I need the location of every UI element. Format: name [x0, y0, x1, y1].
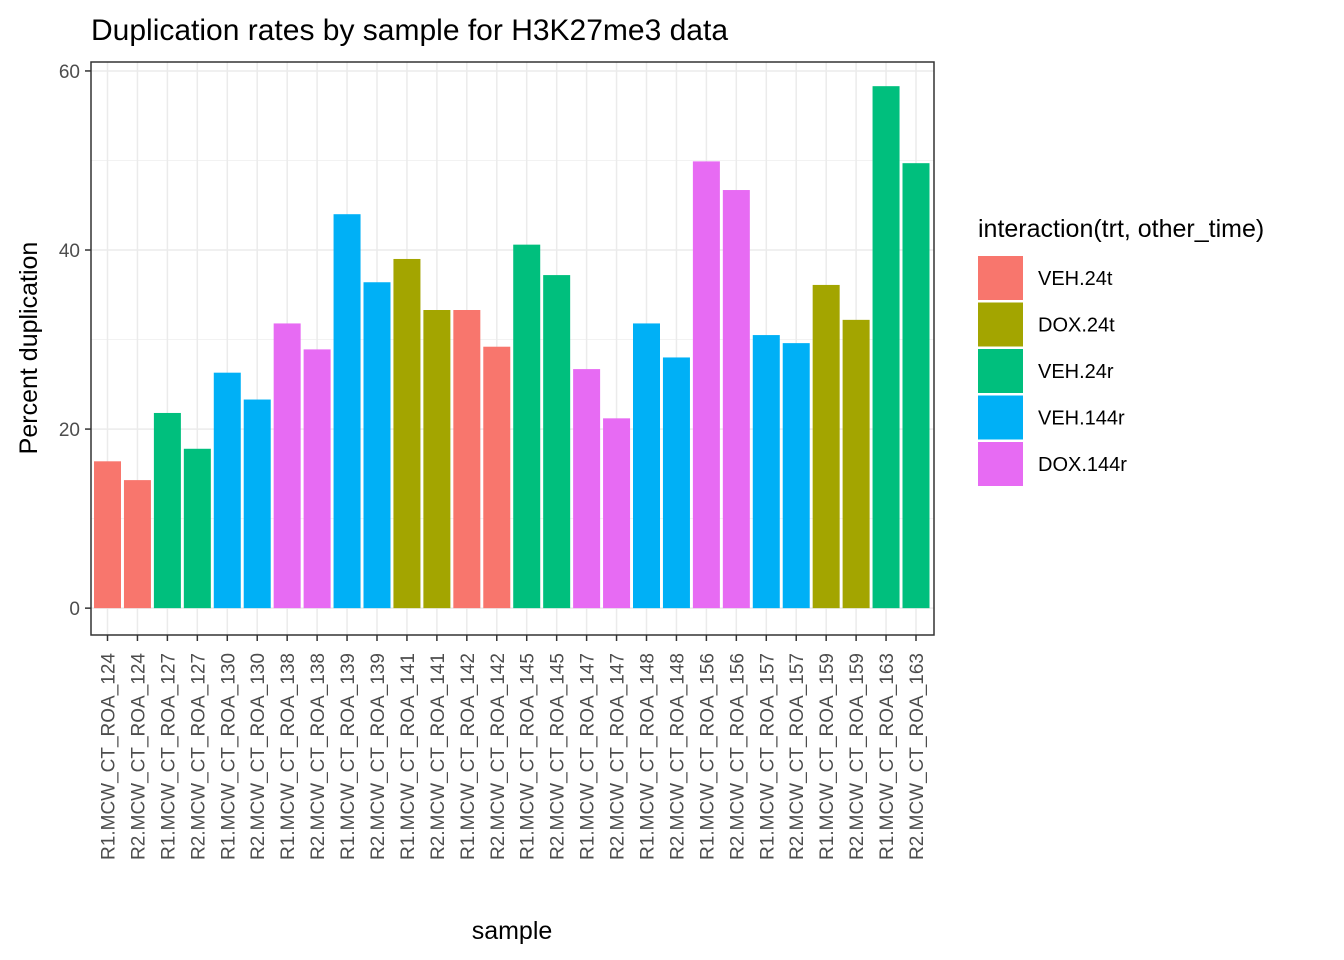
x-tick-label: R2.MCW_CT_ROA_148 [667, 653, 688, 860]
x-tick-label: R1.MCW_CT_ROA_124 [99, 653, 120, 860]
chart-title: Duplication rates by sample for H3K27me3… [91, 14, 728, 47]
x-tick-label: R1.MCW_CT_ROA_156 [697, 653, 718, 860]
bar-R1.MCW_CT_ROA_163 [872, 86, 900, 609]
bar-R2.MCW_CT_ROA_130 [243, 399, 271, 609]
legend-label: DOX.144r [1038, 454, 1127, 476]
x-tick-label: R2.MCW_CT_ROA_159 [847, 653, 868, 860]
bar-R1.MCW_CT_ROA_156 [692, 161, 720, 609]
legend-key-DOX.144r [978, 442, 1023, 486]
plot-panel-border [90, 61, 935, 636]
bar-R2.MCW_CT_ROA_148 [662, 357, 690, 609]
x-tick-label: R2.MCW_CT_ROA_138 [308, 653, 329, 860]
x-tick-label: R1.MCW_CT_ROA_157 [757, 653, 778, 860]
x-tick-label: R2.MCW_CT_ROA_163 [907, 653, 928, 860]
legend-label: DOX.24t [1038, 315, 1115, 337]
legend-label: VEH.24r [1038, 361, 1114, 383]
x-tick-label: R1.MCW_CT_ROA_159 [817, 653, 838, 860]
bar-R1.MCW_CT_ROA_147 [573, 369, 601, 609]
x-tick-label: R2.MCW_CT_ROA_130 [248, 653, 269, 860]
bar-R1.MCW_CT_ROA_127 [153, 412, 181, 609]
bar-R1.MCW_CT_ROA_141 [393, 258, 421, 609]
x-tick-label: R1.MCW_CT_ROA_145 [518, 653, 539, 860]
x-tick-label: R1.MCW_CT_ROA_139 [338, 653, 359, 860]
legend-key-VEH.24t [978, 256, 1023, 300]
bar-R2.MCW_CT_ROA_141 [423, 310, 451, 609]
bar-R1.MCW_CT_ROA_145 [513, 244, 541, 609]
bar-R2.MCW_CT_ROA_127 [183, 448, 211, 609]
legend-key-VEH.24r [978, 349, 1023, 393]
y-axis-title: Percent duplication [15, 242, 43, 455]
x-tick-label: R2.MCW_CT_ROA_157 [787, 653, 808, 860]
x-axis-title: sample [472, 917, 553, 945]
bar-R2.MCW_CT_ROA_139 [363, 282, 391, 609]
x-tick-label: R2.MCW_CT_ROA_127 [188, 653, 209, 860]
x-tick-label: R1.MCW_CT_ROA_163 [877, 653, 898, 860]
bar-R2.MCW_CT_ROA_163 [902, 163, 930, 609]
bar-R1.MCW_CT_ROA_124 [94, 461, 121, 609]
y-tick-label: 0 [69, 599, 80, 620]
bar-R1.MCW_CT_ROA_157 [752, 335, 780, 609]
legend-key-DOX.24t [978, 302, 1023, 347]
legend-label: VEH.144r [1038, 408, 1125, 430]
legend: interaction(trt, other_time) VEH.24t DOX.… [978, 215, 1264, 486]
bar-R2.MCW_CT_ROA_142 [483, 346, 511, 609]
x-tick-label: R2.MCW_CT_ROA_156 [727, 653, 748, 860]
x-tick-label: R2.MCW_CT_ROA_124 [128, 653, 149, 860]
bar-R2.MCW_CT_ROA_156 [722, 190, 750, 609]
x-axis: R1.MCW_CT_ROA_124 R2.MCW_CT_ROA_124 R1.MCW… [99, 635, 928, 860]
x-tick-label: R1.MCW_CT_ROA_138 [278, 653, 299, 860]
bar-R1.MCW_CT_ROA_130 [213, 372, 241, 609]
x-tick-label: R2.MCW_CT_ROA_145 [548, 653, 569, 860]
x-tick-label: R1.MCW_CT_ROA_141 [398, 653, 419, 860]
y-tick-label: 20 [59, 420, 80, 441]
bar-R2.MCW_CT_ROA_124 [123, 480, 151, 609]
bar-R2.MCW_CT_ROA_159 [842, 319, 870, 609]
x-tick-label: R1.MCW_CT_ROA_148 [638, 653, 659, 860]
bar-R1.MCW_CT_ROA_142 [453, 310, 481, 609]
x-tick-label: R1.MCW_CT_ROA_127 [158, 653, 179, 860]
x-tick-label: R1.MCW_CT_ROA_147 [578, 653, 599, 860]
x-tick-label: R2.MCW_CT_ROA_139 [368, 653, 389, 860]
bar-R1.MCW_CT_ROA_138 [273, 323, 301, 609]
y-tick-label: 40 [59, 241, 80, 262]
y-axis: 0 20 40 60 [59, 62, 91, 620]
bar-R1.MCW_CT_ROA_148 [633, 323, 660, 609]
x-tick-label: R2.MCW_CT_ROA_142 [488, 653, 509, 860]
bar-R2.MCW_CT_ROA_145 [543, 275, 571, 609]
bar-R2.MCW_CT_ROA_138 [303, 349, 331, 609]
bar-R2.MCW_CT_ROA_147 [603, 418, 631, 609]
legend-label: VEH.24t [1038, 268, 1113, 290]
bar-R2.MCW_CT_ROA_157 [782, 343, 810, 609]
x-tick-label: R2.MCW_CT_ROA_141 [428, 653, 449, 860]
bar-R1.MCW_CT_ROA_159 [812, 284, 840, 609]
x-tick-label: R1.MCW_CT_ROA_142 [458, 653, 479, 860]
bars [94, 86, 930, 609]
legend-title: interaction(trt, other_time) [978, 215, 1264, 243]
y-tick-label: 60 [59, 62, 80, 83]
legend-key-VEH.144r [978, 395, 1023, 440]
x-tick-label: R1.MCW_CT_ROA_130 [218, 653, 239, 860]
bar-R1.MCW_CT_ROA_139 [333, 214, 361, 609]
x-tick-label: R2.MCW_CT_ROA_147 [608, 653, 629, 860]
